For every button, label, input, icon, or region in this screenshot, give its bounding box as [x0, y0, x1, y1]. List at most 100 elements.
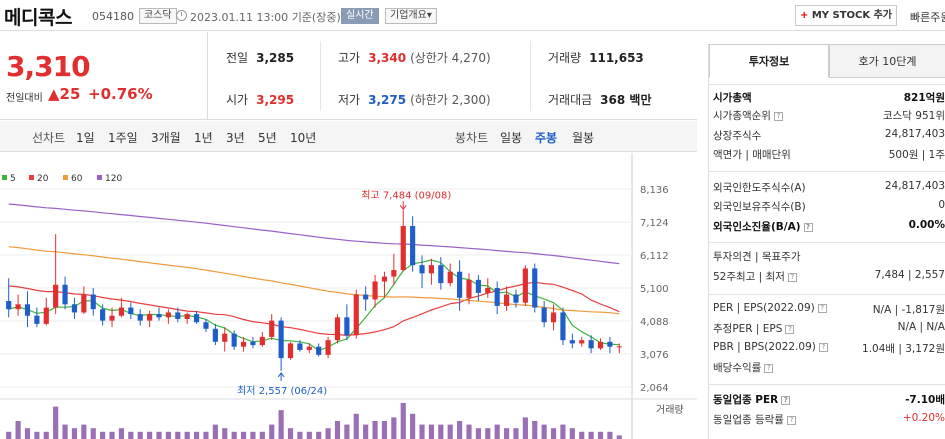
candle-weekly[interactable]: 주봉: [535, 131, 558, 145]
info-row: 시가총액 821억원: [713, 90, 945, 108]
candle-body: [222, 333, 228, 342]
period-1w[interactable]: 1주일: [108, 131, 138, 145]
period-10y[interactable]: 10년: [290, 131, 317, 145]
info-value: N/A | N/A: [897, 321, 945, 333]
stock-chart[interactable]: 8,136 7,124 6,112 5,100 4,088 3,076 2,064 5 20 60…: [0, 153, 697, 439]
volume-bar: [175, 431, 181, 439]
candle-body: [325, 340, 331, 355]
info-row: 외국인한도주식수(A) 24,817,403: [713, 180, 945, 198]
candle-body: [400, 226, 406, 271]
candle-body: [250, 341, 256, 346]
investment-info-panel: 투자정보 호가 10단계 시가총액 821억원 시가총액순위? 코스닥 951위 상장주…: [708, 44, 945, 439]
period-1d[interactable]: 1일: [76, 131, 95, 145]
help-icon[interactable]: ?: [764, 363, 774, 373]
info-label: 투자의견 | 목표주가: [713, 251, 801, 263]
volume-bar: [137, 431, 143, 439]
period-5y[interactable]: 5년: [258, 131, 277, 145]
volume-bar: [325, 428, 331, 439]
info-value: +0.20%: [902, 412, 945, 424]
stock-header: 메디콕스 054180 코스닥 2023.01.11 13:00 기준(장중) …: [0, 0, 945, 31]
volume-bar: [269, 424, 275, 439]
volume-bar: [475, 428, 481, 439]
info-label: 상장주식수: [713, 130, 762, 142]
volume: 거래량 111,653: [548, 51, 644, 65]
candle-body: [278, 320, 284, 359]
candle-body: [175, 312, 181, 319]
volume-bar: [71, 428, 78, 439]
clock-icon: [176, 10, 187, 21]
quick-order-link[interactable]: 빠른주원: [910, 11, 945, 24]
candle-body: [43, 307, 49, 324]
period-3m[interactable]: 3개월: [151, 131, 181, 145]
company-overview-dropdown[interactable]: 기업개요▾: [385, 8, 437, 24]
tab-orderbook-10[interactable]: 호가 10단계: [829, 44, 945, 78]
help-icon[interactable]: ?: [773, 111, 783, 121]
candle-body: [485, 288, 491, 293]
help-icon[interactable]: ?: [786, 415, 796, 425]
volume-bar: [438, 424, 444, 439]
help-icon[interactable]: ?: [803, 222, 813, 232]
candle-body: [137, 314, 143, 321]
y-tick-label: 2,064: [640, 383, 669, 394]
volume-bar: [278, 410, 284, 439]
divider: [320, 41, 321, 111]
candle-body: [363, 294, 369, 300]
candle-body: [560, 312, 566, 341]
candle-body: [100, 309, 106, 321]
realtime-badge[interactable]: 실시간: [341, 8, 379, 24]
volume-bar: [334, 421, 341, 439]
candle-body: [165, 312, 171, 318]
volume-bar: [419, 424, 425, 439]
period-1y[interactable]: 1년: [194, 131, 213, 145]
candle-monthly[interactable]: 월봉: [572, 131, 595, 145]
candle-daily[interactable]: 일봉: [500, 131, 523, 145]
info-label: 동일업종 PER?: [713, 392, 791, 407]
candle-body: [569, 340, 575, 344]
ma20-line: [8, 281, 620, 337]
candlestick-chart[interactable]: 8,136 7,124 6,112 5,100 4,088 3,076 2,064 5 20 60…: [0, 153, 697, 439]
volume-bar: [503, 428, 510, 439]
market-badge: 코스닥: [139, 8, 177, 24]
candle-body: [203, 322, 209, 329]
volume-bar: [118, 428, 125, 439]
help-icon[interactable]: ?: [785, 324, 795, 334]
volume-bar: [156, 431, 162, 439]
tab-investment-info[interactable]: 투자정보: [709, 44, 829, 78]
info-label: PBR | BPS(2022.09)?: [713, 341, 828, 353]
candle-body: [607, 341, 613, 347]
help-icon[interactable]: ?: [818, 342, 828, 352]
volume-bar: [193, 431, 200, 439]
info-row: 동일업종 PER? -7.10배: [713, 392, 945, 410]
volume-bar: [372, 421, 378, 439]
company-name: 메디콕스: [4, 7, 72, 29]
info-row: 외국인보유주식수(B) 0: [713, 199, 945, 217]
info-value: 7,484 | 2,557: [874, 269, 945, 281]
change-label: 전일대비: [6, 93, 43, 104]
candle-body: [118, 307, 125, 316]
candle-body: [316, 346, 322, 355]
high-annotation: 최고 7,484 (09/08): [361, 189, 451, 201]
volume-bar: [43, 431, 49, 439]
y-tick-label: 7,124: [640, 218, 669, 229]
help-icon[interactable]: ?: [817, 303, 827, 313]
candle-body: [494, 288, 500, 306]
help-icon[interactable]: ?: [781, 395, 791, 405]
volume-bar: [24, 428, 31, 439]
volume-bar: [560, 424, 566, 439]
info-label: 52주최고 | 최저?: [713, 269, 797, 284]
volume-bar: [541, 424, 547, 439]
candle-body: [259, 336, 265, 346]
volume-bar: [607, 431, 613, 439]
add-mystock-button[interactable]: + MY STOCK 추가: [795, 5, 897, 26]
volume-bar: [316, 431, 322, 439]
volume-bar: [494, 424, 500, 439]
help-icon[interactable]: ?: [787, 272, 797, 282]
candle-body: [503, 294, 510, 306]
open-price: 시가 3,295: [226, 93, 295, 107]
candle-body: [616, 346, 622, 348]
candle-body: [475, 279, 481, 293]
candle-body: [522, 268, 528, 303]
info-row: 52주최고 | 최저? 7,484 | 2,557: [713, 269, 945, 287]
legend-swatch: [63, 175, 68, 180]
period-3y[interactable]: 3년: [226, 131, 245, 145]
